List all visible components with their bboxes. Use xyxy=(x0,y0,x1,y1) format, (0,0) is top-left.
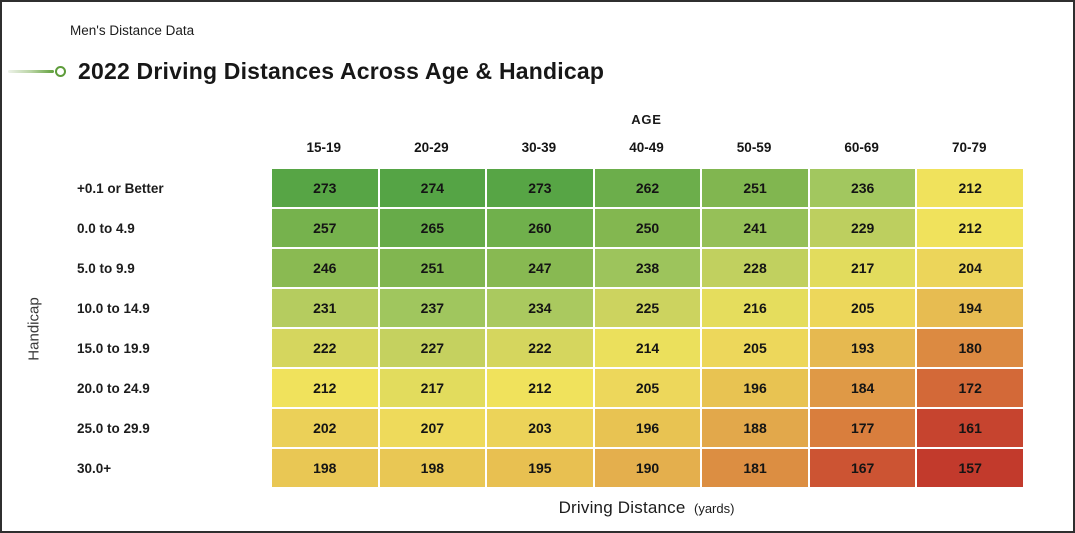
age-column-header: 50-59 xyxy=(736,140,772,155)
heatmap-cell: 193 xyxy=(809,329,916,367)
heatmap-cell: 236 xyxy=(809,169,916,207)
title-accent-line-icon xyxy=(8,69,54,73)
heatmap-cell: 250 xyxy=(594,209,701,247)
heatmap-cell: 247 xyxy=(487,249,593,287)
heatmap-cell: 216 xyxy=(702,289,808,327)
heatmap-cell: 260 xyxy=(487,209,593,247)
heatmap-cell: 229 xyxy=(809,209,916,247)
heatmap-cell: 180 xyxy=(917,329,1023,367)
handicap-row-label: 10.0 to 14.9 xyxy=(77,289,270,327)
heatmap-cell: 246 xyxy=(272,249,378,287)
age-axis-title: AGE xyxy=(631,112,662,127)
handicap-row-label: 30.0+ xyxy=(77,449,270,487)
heatmap-cell: 196 xyxy=(702,369,808,407)
heatmap-cell: 161 xyxy=(917,409,1023,447)
handicap-row-label: 25.0 to 29.9 xyxy=(77,409,270,447)
age-column-header: 15-19 xyxy=(306,140,342,155)
heatmap-cell: 198 xyxy=(379,449,486,487)
heatmap-cell: 190 xyxy=(594,449,701,487)
heatmap-cell: 222 xyxy=(272,329,378,367)
heatmap-cell: 205 xyxy=(594,369,701,407)
heatmap-cell: 212 xyxy=(272,369,378,407)
heatmap-cell: 214 xyxy=(594,329,701,367)
heatmap-cell: 217 xyxy=(809,249,916,287)
handicap-row-label: 20.0 to 24.9 xyxy=(77,369,270,407)
heatmap-cell: 273 xyxy=(272,169,378,207)
heatmap-cell: 212 xyxy=(487,369,593,407)
heatmap-cell: 274 xyxy=(379,169,486,207)
heatmap-cell: 205 xyxy=(809,289,916,327)
heatmap-cell: 167 xyxy=(809,449,916,487)
heatmap-cell: 203 xyxy=(487,409,593,447)
heatmap-cell: 257 xyxy=(272,209,378,247)
handicap-row-label: 5.0 to 9.9 xyxy=(77,249,270,287)
heatmap-cell: 172 xyxy=(917,369,1023,407)
heatmap-cell: 204 xyxy=(917,249,1023,287)
handicap-row-label: +0.1 or Better xyxy=(77,169,270,207)
heatmap-cell: 184 xyxy=(809,369,916,407)
age-column-header: 70-79 xyxy=(951,140,987,155)
heatmap-cell: 251 xyxy=(379,249,486,287)
age-column-headers: 15-19 20-29 30-39 40-49 50-59 60-69 70-79 xyxy=(270,140,1023,155)
distance-axis-label: Driving Distance xyxy=(558,498,686,517)
chart-kicker: Men's Distance Data xyxy=(70,23,195,38)
distance-axis-unit: (yards) xyxy=(693,501,735,516)
heatmap-cell: 212 xyxy=(917,169,1023,207)
handicap-row-label: 15.0 to 19.9 xyxy=(77,329,270,367)
distance-axis-title: Driving Distance (yards) xyxy=(270,498,1023,518)
heatmap-grid: +0.1 or Better 273 274 273 262 251 236 212 0.0 t… xyxy=(77,169,1023,487)
heatmap-cell: 237 xyxy=(379,289,486,327)
heatmap-cell: 222 xyxy=(487,329,593,367)
heatmap-cell: 238 xyxy=(594,249,701,287)
heatmap-cell: 251 xyxy=(702,169,808,207)
heatmap-cell: 228 xyxy=(702,249,808,287)
heatmap-cell: 262 xyxy=(594,169,701,207)
heatmap-cell: 195 xyxy=(487,449,593,487)
heatmap-cell: 273 xyxy=(487,169,593,207)
heatmap-cell: 241 xyxy=(702,209,808,247)
heatmap-cell: 202 xyxy=(272,409,378,447)
heatmap-cell: 196 xyxy=(594,409,701,447)
age-column-header: 20-29 xyxy=(414,140,449,155)
heatmap-cell: 181 xyxy=(702,449,808,487)
heatmap-cell: 231 xyxy=(272,289,378,327)
age-column-header: 30-39 xyxy=(521,140,557,155)
heatmap-cell: 198 xyxy=(272,449,378,487)
heatmap-cell: 265 xyxy=(379,209,486,247)
chart-title: 2022 Driving Distances Across Age & Hand… xyxy=(78,57,605,84)
heatmap-cell: 225 xyxy=(594,289,701,327)
title-row: 2022 Driving Distances Across Age & Hand… xyxy=(8,56,604,86)
heatmap-cell: 234 xyxy=(487,289,593,327)
age-column-header: 60-69 xyxy=(844,140,879,155)
heatmap-cell: 217 xyxy=(379,369,486,407)
heatmap-cell: 177 xyxy=(809,409,916,447)
heatmap-cell: 188 xyxy=(702,409,808,447)
title-accent-dot-icon xyxy=(55,65,66,77)
heatmap-cell: 212 xyxy=(917,209,1023,247)
handicap-row-label: 0.0 to 4.9 xyxy=(77,209,270,247)
handicap-axis-title: Handicap xyxy=(25,297,43,361)
heatmap-cell: 194 xyxy=(917,289,1023,327)
heatmap-cell: 227 xyxy=(379,329,486,367)
heatmap-cell: 157 xyxy=(917,449,1023,487)
age-column-header: 40-49 xyxy=(629,140,664,155)
heatmap-cell: 207 xyxy=(379,409,486,447)
heatmap-cell: 205 xyxy=(702,329,808,367)
